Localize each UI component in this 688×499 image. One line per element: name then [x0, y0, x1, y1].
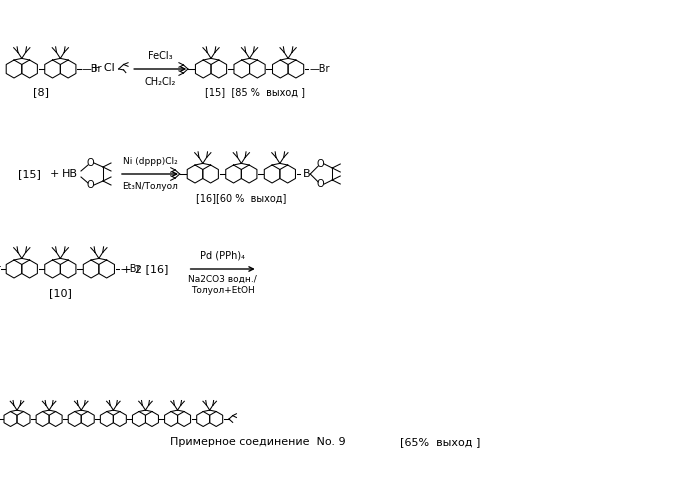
Text: O: O [316, 179, 324, 189]
Text: Et₃N/Толуол: Et₃N/Толуол [122, 182, 178, 191]
Text: —Br: —Br [120, 264, 141, 274]
Text: Ni (dppp)Cl₂: Ni (dppp)Cl₂ [122, 157, 178, 166]
Text: CH₂Cl₂: CH₂Cl₂ [144, 77, 176, 87]
Text: [8]: [8] [33, 87, 49, 97]
Text: —Br: —Br [310, 64, 330, 74]
Text: +: + [50, 169, 59, 179]
Text: O: O [86, 158, 94, 168]
Text: O: O [316, 159, 324, 169]
Text: —Br: —Br [82, 64, 103, 74]
Text: FeCl₃: FeCl₃ [148, 51, 173, 61]
Text: + 2 [16]: + 2 [16] [122, 264, 168, 274]
Text: + Cl: + Cl [91, 63, 114, 73]
Text: B: B [303, 169, 311, 179]
Text: [65%  выход ]: [65% выход ] [400, 437, 480, 447]
Text: Na2CO3 водн./: Na2CO3 водн./ [189, 275, 257, 284]
Text: Толуол+EtOH: Толуол+EtOH [191, 286, 255, 295]
Text: HB: HB [62, 169, 78, 179]
Text: Примерное соединение  No. 9: Примерное соединение No. 9 [170, 437, 345, 447]
Text: [15]  [85 %  выход ]: [15] [85 % выход ] [204, 87, 305, 97]
Text: O: O [86, 180, 94, 190]
Text: Pd (PPh)₄: Pd (PPh)₄ [200, 250, 245, 260]
Text: [10]: [10] [49, 288, 72, 298]
Text: [15]: [15] [18, 169, 41, 179]
Text: [16][60 %  выход]: [16][60 % выход] [196, 193, 286, 203]
